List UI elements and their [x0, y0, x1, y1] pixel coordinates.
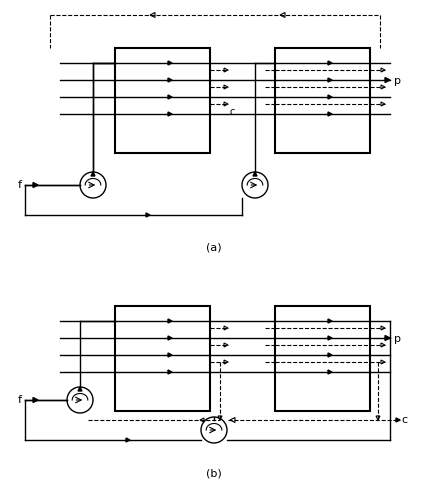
Polygon shape — [126, 438, 130, 442]
Polygon shape — [168, 336, 172, 340]
Bar — [115, 48, 210, 153]
Polygon shape — [328, 336, 332, 340]
Text: p: p — [394, 76, 401, 86]
Text: f: f — [18, 395, 22, 405]
Bar — [275, 48, 370, 153]
Polygon shape — [168, 78, 172, 82]
Polygon shape — [328, 319, 332, 323]
Polygon shape — [168, 95, 172, 99]
Polygon shape — [146, 213, 150, 217]
Text: p: p — [394, 334, 401, 344]
Polygon shape — [385, 77, 390, 82]
Text: c: c — [401, 415, 407, 425]
Polygon shape — [328, 95, 332, 99]
Polygon shape — [328, 61, 332, 65]
Polygon shape — [168, 112, 172, 116]
Polygon shape — [168, 353, 172, 357]
Polygon shape — [33, 183, 38, 188]
Polygon shape — [328, 370, 332, 374]
Polygon shape — [78, 387, 82, 391]
Polygon shape — [328, 78, 332, 82]
Text: (b): (b) — [206, 468, 222, 478]
Text: (a): (a) — [206, 242, 222, 252]
Polygon shape — [168, 319, 172, 323]
Polygon shape — [328, 112, 332, 116]
Bar — [275, 306, 370, 411]
Text: f: f — [18, 180, 22, 190]
Polygon shape — [385, 335, 390, 340]
Polygon shape — [168, 61, 172, 65]
Bar — [115, 306, 210, 411]
Polygon shape — [91, 172, 95, 176]
Text: c: c — [230, 107, 236, 117]
Polygon shape — [396, 418, 400, 422]
Polygon shape — [328, 353, 332, 357]
Polygon shape — [168, 370, 172, 374]
Polygon shape — [253, 172, 257, 176]
Polygon shape — [33, 398, 38, 403]
